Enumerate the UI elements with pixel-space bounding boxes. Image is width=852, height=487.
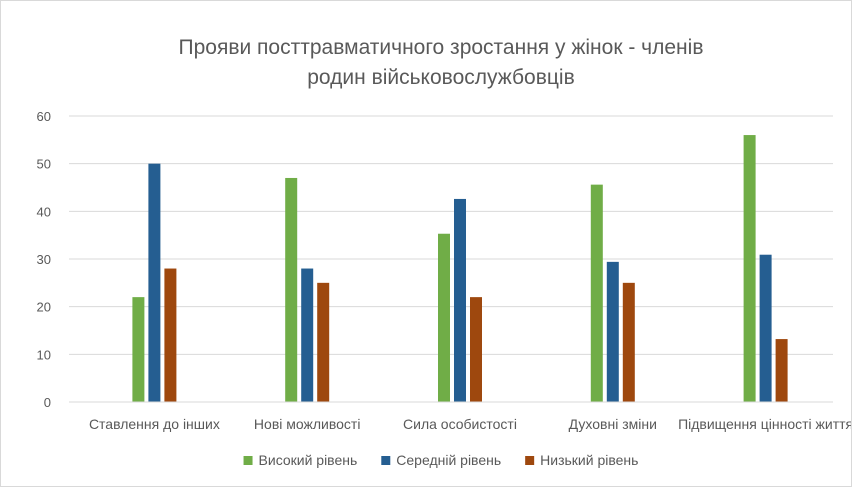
y-tick-label: 50 — [37, 157, 51, 172]
y-tick-label: 60 — [37, 109, 51, 124]
bar — [285, 177, 298, 402]
bar — [454, 198, 466, 402]
legend-label: Середній рівень — [396, 452, 501, 468]
bars — [132, 135, 788, 403]
bar — [148, 163, 161, 402]
bar — [470, 297, 482, 402]
legend-label: Високий рівень — [259, 452, 358, 468]
category-labels: Ставлення до інших Нові можливості Сила ос… — [89, 416, 851, 432]
chart-title-line-1: Прояви посттравматичного зростання у жін… — [179, 36, 704, 59]
legend-swatch — [381, 456, 391, 465]
bar — [606, 261, 619, 402]
y-tick-label: 10 — [37, 347, 51, 362]
bar — [301, 268, 314, 402]
chart-title-line-2: родин військовослужбовців — [307, 66, 575, 89]
bar — [743, 135, 756, 403]
y-tick-label: 40 — [37, 204, 51, 219]
category-label: Ставлення до інших — [89, 416, 220, 432]
category-label: Нові можливості — [254, 416, 361, 432]
bar — [775, 339, 788, 402]
legend-swatch — [525, 456, 535, 465]
y-axis-tick-labels: 0 10 20 30 40 50 60 — [37, 109, 51, 410]
y-tick-label: 20 — [37, 300, 51, 315]
bar — [438, 233, 450, 402]
category-label: Духовні зміни — [569, 416, 657, 432]
bar — [590, 184, 603, 402]
gridlines — [69, 115, 833, 355]
legend-swatch — [243, 456, 253, 465]
category-label: Підвищення цінності життя — [678, 416, 851, 432]
category-label: Сила особистості — [403, 416, 517, 432]
bar — [132, 297, 145, 402]
bar — [317, 282, 330, 402]
y-tick-label: 0 — [44, 395, 51, 410]
bar — [759, 254, 772, 402]
y-tick-label: 30 — [37, 252, 51, 267]
chart-title: Прояви посттравматичного зростання у жін… — [179, 36, 704, 89]
bar — [164, 268, 177, 402]
legend-label: Низький рівень — [540, 452, 638, 468]
bar — [622, 282, 635, 402]
legend: Високий рівень Середній рівень Низький рів… — [243, 452, 638, 468]
